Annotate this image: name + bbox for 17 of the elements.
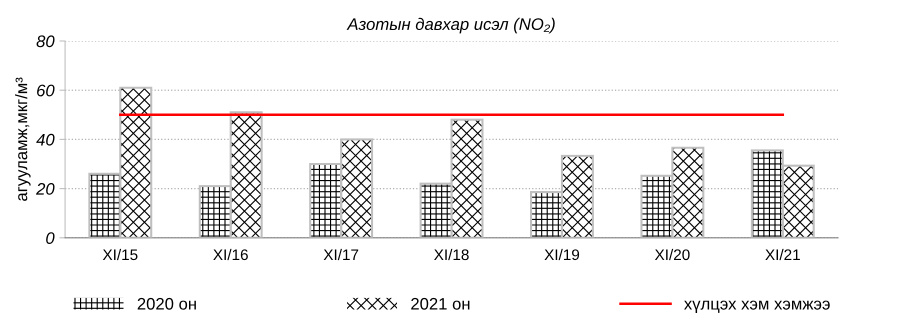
y-tick-label: 60: [37, 84, 55, 96]
x-tick-label: XI/18: [434, 248, 469, 260]
x-tick-label: XI/17: [324, 248, 358, 260]
y-tick-label: 20: [36, 183, 55, 195]
y-axis-title: агууламж,мкг/м³: [15, 78, 31, 201]
x-tick-label: XI/16: [213, 248, 248, 260]
y-tick-label: 40: [36, 134, 55, 146]
x-tick-label: XI/15: [102, 248, 138, 260]
legend-label: 2020 он: [138, 298, 196, 310]
x-tick-label: XI/21: [765, 248, 800, 260]
y-tick-label: 80: [36, 35, 55, 48]
y-tick-label: 0: [46, 232, 55, 244]
chart-title: Азотын давхар исэл (NO₂): [346, 18, 555, 34]
x-tick-label: XI/19: [544, 248, 580, 260]
legend-label: 2021 он: [411, 298, 470, 310]
x-tick-label: XI/20: [654, 248, 690, 260]
legend-label: хүлцэх хэм хэмжээ: [684, 300, 830, 313]
